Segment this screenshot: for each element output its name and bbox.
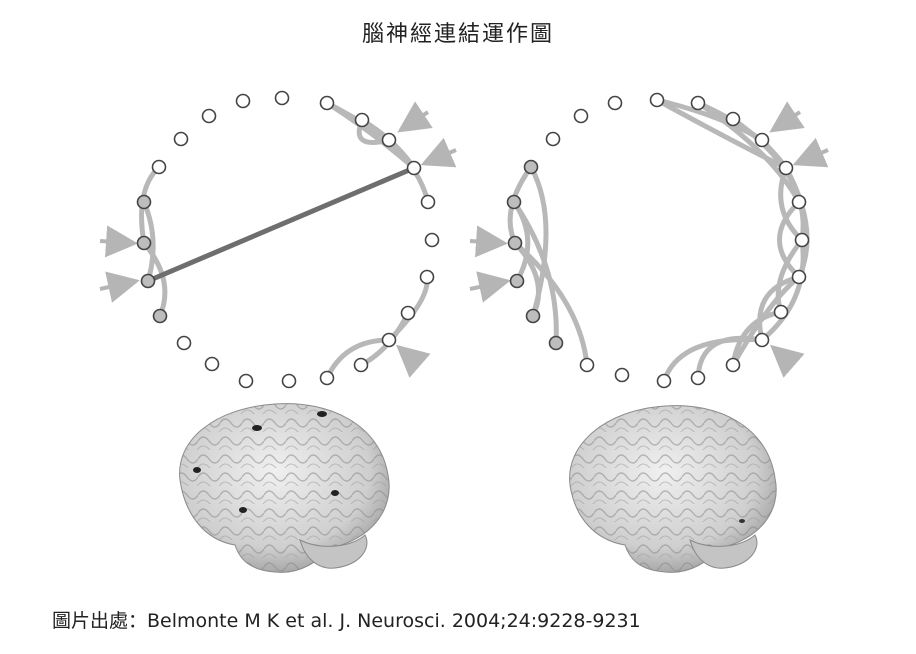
node bbox=[381, 132, 397, 148]
node bbox=[354, 112, 370, 128]
node bbox=[281, 373, 297, 389]
node bbox=[136, 194, 152, 210]
node bbox=[507, 235, 523, 251]
node bbox=[173, 131, 189, 147]
node bbox=[690, 370, 706, 386]
node bbox=[725, 357, 741, 373]
node bbox=[525, 308, 541, 324]
left-input-arrows bbox=[99, 101, 457, 378]
node bbox=[419, 269, 435, 285]
long-range-link bbox=[145, 165, 417, 284]
node bbox=[152, 308, 168, 324]
node bbox=[140, 273, 156, 289]
node bbox=[406, 160, 422, 176]
node bbox=[614, 367, 630, 383]
node bbox=[523, 159, 539, 175]
node bbox=[424, 232, 440, 248]
left-brain-image bbox=[179, 403, 390, 573]
node bbox=[548, 335, 564, 351]
node bbox=[235, 93, 251, 109]
node bbox=[607, 95, 623, 111]
node bbox=[754, 132, 770, 148]
node bbox=[319, 370, 335, 386]
node bbox=[420, 194, 436, 210]
node bbox=[791, 269, 807, 285]
node bbox=[136, 235, 152, 251]
node bbox=[794, 232, 810, 248]
node bbox=[238, 373, 254, 389]
node bbox=[579, 357, 595, 373]
node bbox=[754, 332, 770, 348]
node bbox=[656, 373, 672, 389]
node bbox=[400, 305, 416, 321]
activation-spot bbox=[739, 519, 745, 523]
node bbox=[545, 131, 561, 147]
right-panel bbox=[469, 92, 829, 573]
node bbox=[725, 111, 741, 127]
node bbox=[773, 304, 789, 320]
node bbox=[353, 357, 369, 373]
node bbox=[778, 160, 794, 176]
activation-spot bbox=[193, 411, 339, 513]
left-panel bbox=[99, 90, 457, 573]
right-local-arcs bbox=[507, 97, 810, 384]
node bbox=[381, 332, 397, 348]
node bbox=[649, 92, 665, 108]
right-brain-image bbox=[569, 405, 777, 573]
node bbox=[509, 273, 525, 289]
node bbox=[319, 95, 335, 111]
node bbox=[204, 356, 220, 372]
source-caption: 圖片出處：Belmonte M K et al. J. Neurosci. 20… bbox=[52, 610, 641, 632]
node bbox=[690, 95, 706, 111]
node bbox=[573, 108, 589, 124]
node bbox=[151, 159, 167, 175]
node bbox=[506, 194, 522, 210]
right-nodes bbox=[506, 92, 810, 389]
node bbox=[791, 194, 807, 210]
diagram-title: 腦神經連結運作圖 bbox=[361, 22, 554, 47]
right-input-arrows bbox=[469, 101, 829, 378]
node bbox=[176, 335, 192, 351]
node bbox=[274, 90, 290, 106]
left-nodes bbox=[136, 90, 440, 389]
node bbox=[201, 108, 217, 124]
